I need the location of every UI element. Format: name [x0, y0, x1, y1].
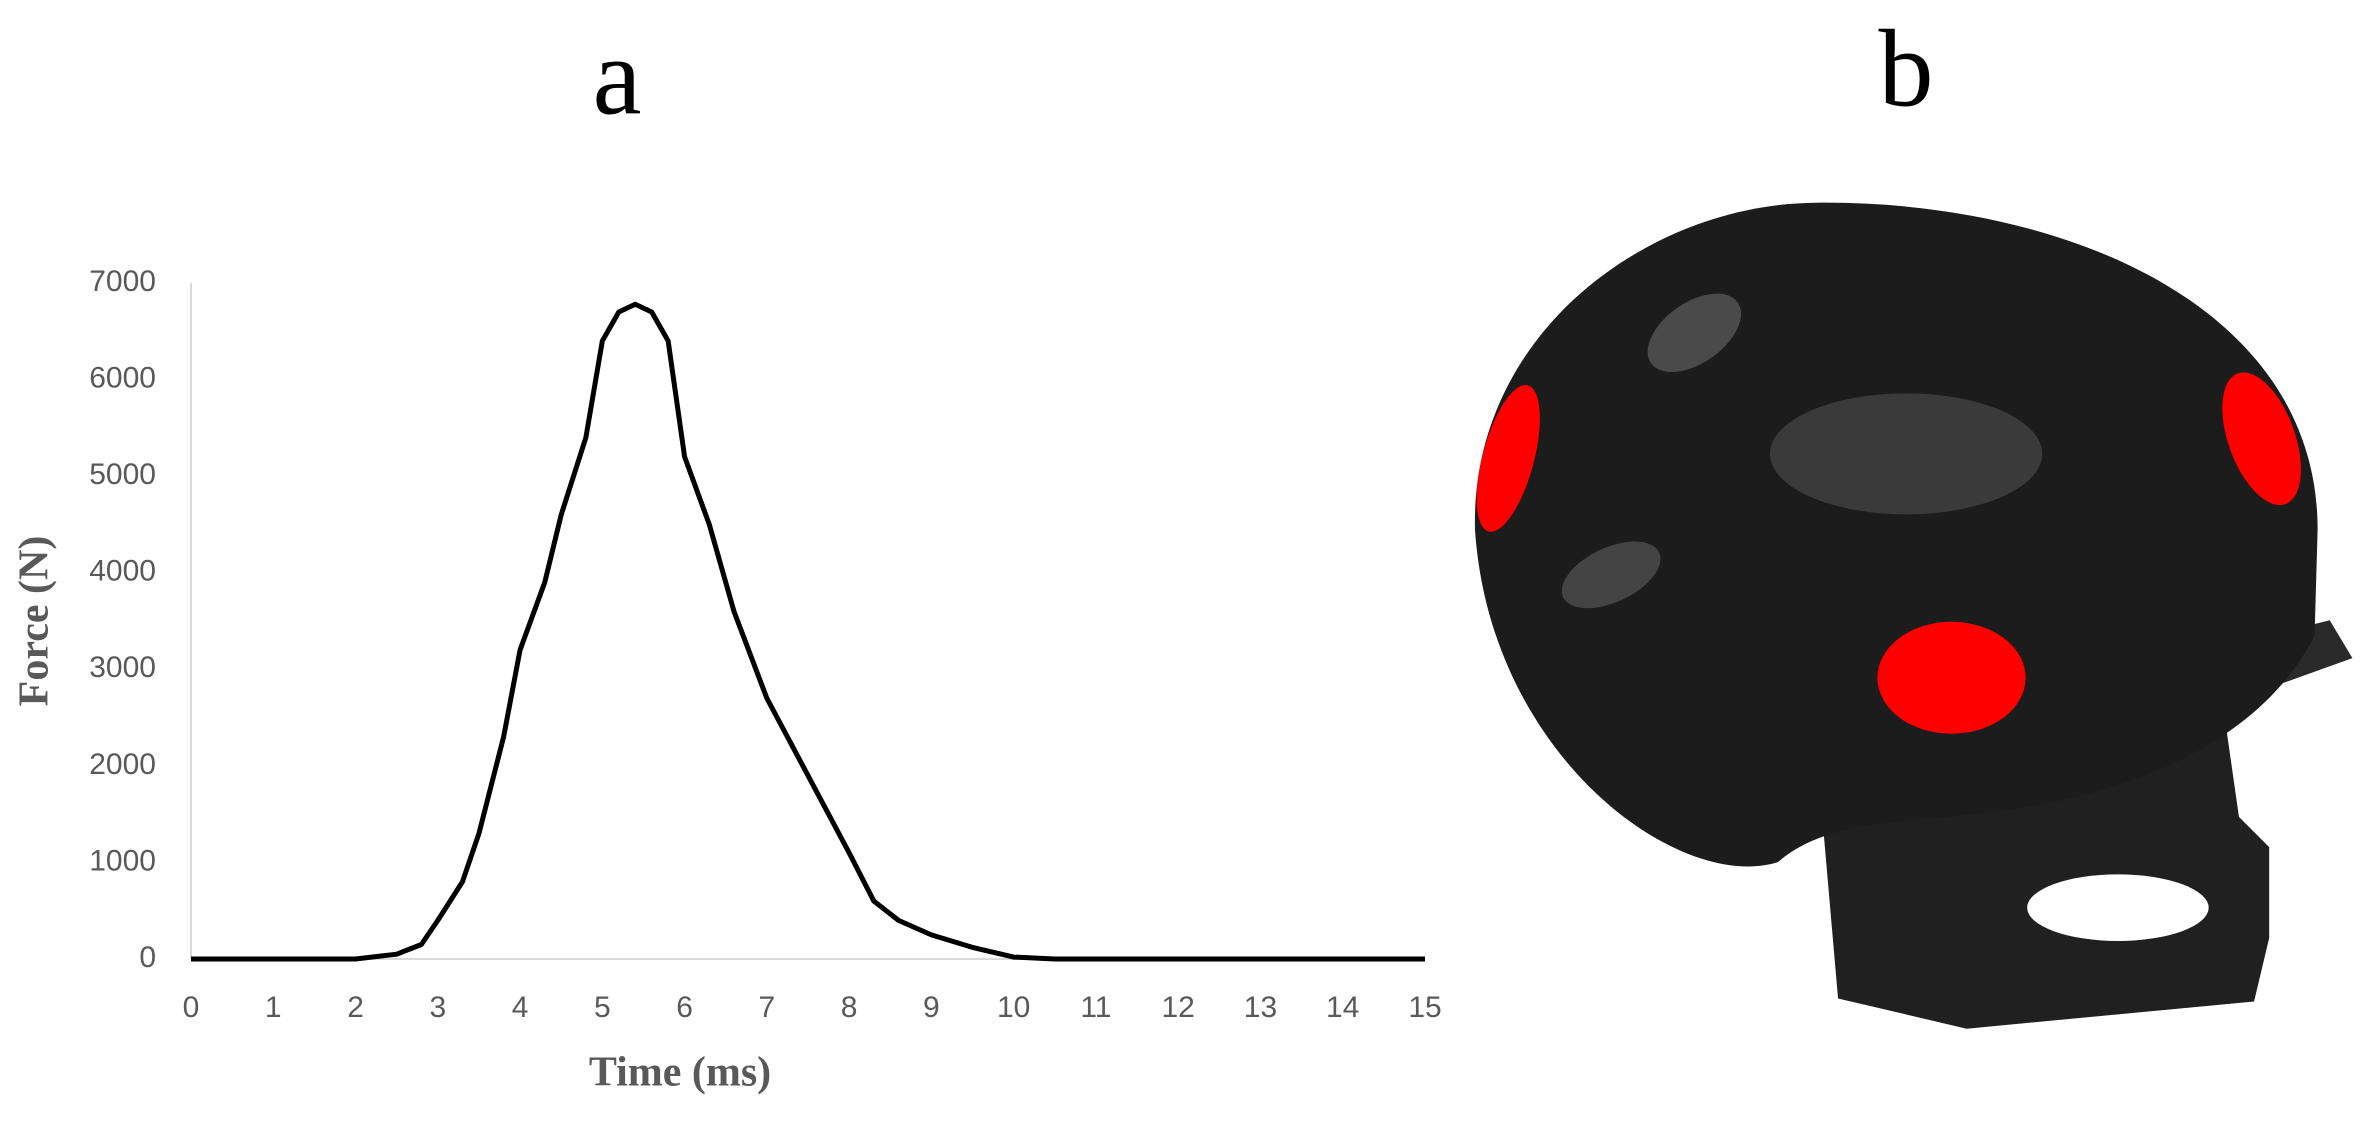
sensor-spot: [1877, 621, 2026, 734]
x-tick-label: 2: [347, 991, 364, 1024]
x-tick-label: 13: [1244, 991, 1277, 1024]
y-tick-label: 4000: [89, 555, 156, 588]
y-tick-label: 0: [139, 941, 156, 974]
highlight: [1561, 541, 1661, 609]
x-tick-label: 0: [183, 991, 200, 1024]
x-tick-label: 9: [923, 991, 940, 1024]
highlight: [1769, 393, 2043, 515]
x-tick-label: 10: [997, 991, 1030, 1024]
x-tick-label: 14: [1326, 991, 1359, 1024]
sensor-spot: [2222, 372, 2301, 506]
x-tick-label: 1: [265, 991, 282, 1024]
y-tick-label: 3000: [89, 651, 156, 684]
x-tick-label: 11: [1080, 991, 1111, 1024]
x-tick-label: 7: [759, 991, 776, 1024]
y-tick-label: 6000: [89, 361, 156, 394]
data-line: [191, 301, 1425, 962]
sensor-spot: [1476, 385, 1540, 532]
y-tick-label: 2000: [89, 748, 156, 781]
panel-label: b: [1879, 7, 1934, 129]
x-tick-label: 15: [1408, 991, 1441, 1024]
x-axis-title: Time (ms): [589, 1050, 771, 1096]
highlight: [1647, 293, 1742, 373]
x-tick-label: 4: [512, 991, 529, 1024]
y-tick-label: 5000: [89, 458, 156, 491]
x-tick-label: 8: [841, 991, 858, 1024]
helmet-model: [1474, 202, 2353, 1029]
y-tick-label: 7000: [89, 265, 156, 298]
helmet-strap: [1822, 711, 2270, 1029]
x-tick-label: 6: [676, 991, 693, 1024]
y-axis-title: Force (N): [12, 536, 58, 707]
x-tick-label: 5: [594, 991, 611, 1024]
y-tick-label: 1000: [89, 844, 156, 877]
strap-gap: [2027, 874, 2209, 941]
x-tick-label: 12: [1162, 991, 1195, 1024]
panel-label: a: [593, 15, 642, 137]
x-tick-label: 3: [429, 991, 446, 1024]
